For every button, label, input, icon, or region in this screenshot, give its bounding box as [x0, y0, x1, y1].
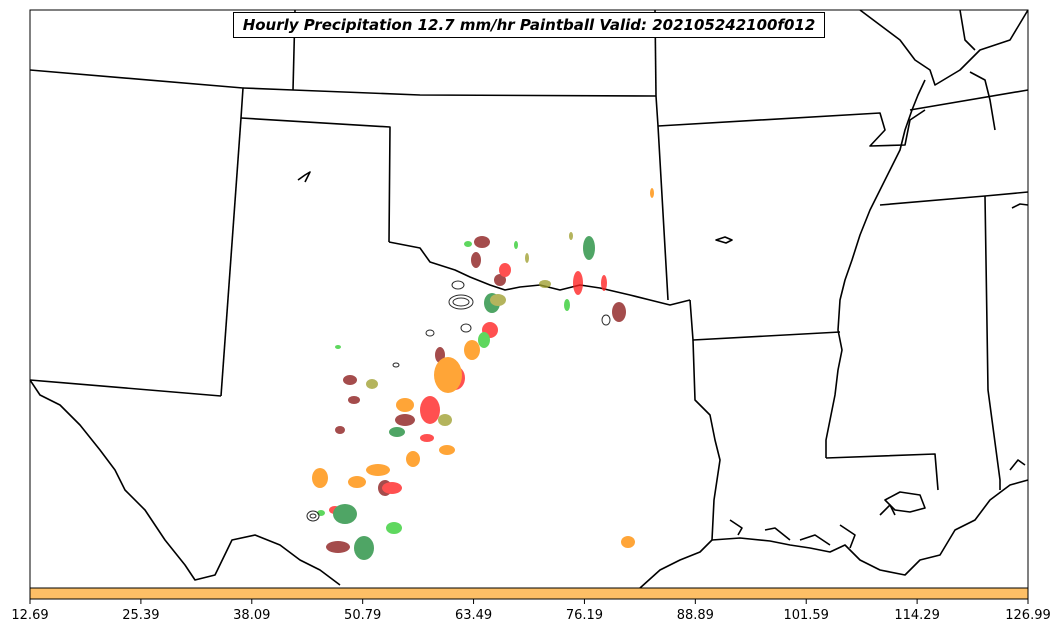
precip-cell [366, 379, 378, 389]
precip-cell [601, 275, 607, 291]
precip-cell [490, 294, 506, 306]
member-darkred [326, 236, 626, 553]
precip-contour [425, 329, 435, 337]
precip-cell [494, 274, 506, 286]
precip-cell [612, 302, 626, 322]
precip-cell [395, 414, 415, 426]
precip-contour [309, 513, 317, 519]
precip-cell [569, 232, 573, 240]
colorbar-tick-label: 38.09 [233, 608, 271, 623]
precip-cell [434, 357, 462, 393]
precip-cell [326, 541, 350, 553]
map-panel [29, 9, 1029, 589]
precip-cell [464, 241, 472, 247]
member-black-contours [306, 280, 611, 522]
colorbar [29, 587, 1029, 600]
precip-cell [564, 299, 570, 311]
precip-cell [439, 445, 455, 455]
precip-cell [396, 398, 414, 412]
precip-contour [392, 362, 400, 368]
precip-cell [474, 236, 490, 248]
colorbar-tick-label: 114.29 [894, 608, 940, 623]
precip-cell [382, 482, 402, 494]
precip-cell [514, 241, 518, 249]
precip-cell [621, 536, 635, 548]
member-lightgreen [317, 241, 570, 534]
precip-contour [306, 510, 320, 522]
colorbar-tick-label: 12.69 [11, 608, 49, 623]
member-orange [312, 188, 654, 548]
precip-contour [448, 294, 474, 310]
precip-cell [420, 396, 440, 424]
precip-blobs [312, 188, 654, 560]
precip-cell [312, 468, 328, 488]
member-olive [366, 232, 573, 426]
precip-cell [343, 375, 357, 385]
colorbar-tick-label: 88.89 [676, 608, 714, 623]
precip-cell [333, 504, 357, 524]
precip-cell [406, 451, 420, 467]
colorbar-tick-label: 76.19 [565, 608, 604, 623]
colorbar-tick-label: 50.79 [344, 608, 382, 623]
precip-cell [366, 464, 390, 476]
precip-cell [464, 340, 480, 360]
precip-cell [335, 345, 341, 349]
precip-cell [335, 426, 345, 434]
colorbar-tick-label: 63.49 [454, 608, 493, 623]
precip-cell [420, 434, 434, 442]
precip-cell [386, 522, 402, 534]
precip-cell [438, 414, 452, 426]
state-boundaries [29, 9, 1029, 589]
precip-contour [451, 280, 465, 290]
precip-cell [348, 396, 360, 404]
precip-cell [389, 427, 405, 437]
precip-cell [471, 252, 481, 268]
precip-cell [478, 332, 490, 348]
precip-cell [573, 271, 583, 295]
precip-contour [460, 323, 472, 333]
precip-cell [499, 263, 511, 277]
colorbar-tick-label: 25.39 [122, 608, 160, 623]
map-title: Hourly Precipitation 12.7 mm/hr Paintbal… [233, 12, 825, 38]
precip-cell [650, 188, 654, 198]
precip-cell [525, 253, 529, 263]
precip-cell [539, 280, 551, 288]
colorbar-tick-label: 101.59 [783, 608, 829, 623]
precip-cell [583, 236, 595, 260]
precip-contour [601, 314, 611, 326]
precip-contour [452, 297, 470, 307]
precip-cell [354, 536, 374, 560]
colorbar-tick-label: 126.99 [1005, 608, 1051, 623]
precip-cell [348, 476, 366, 488]
colorbar-ticks [29, 599, 1029, 604]
